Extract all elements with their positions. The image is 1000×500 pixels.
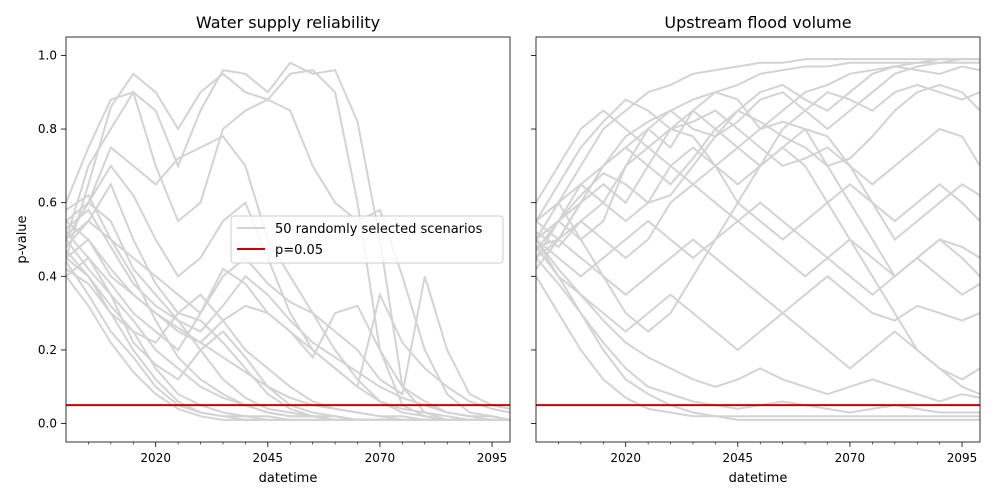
- x-tick-label: 2020: [140, 451, 171, 465]
- scenario-line: [536, 61, 980, 270]
- panel-water-supply-reliability: Water supply reliability datetime p-valu…: [15, 13, 511, 486]
- panel-upstream-flood-volume: Upstream flood volume datetime 2020 2045 2…: [531, 13, 981, 486]
- scenario-line: [66, 219, 510, 410]
- scenario-line: [66, 164, 510, 421]
- y-axis-label-water-supply: p-value: [15, 215, 30, 263]
- series-group-water-supply: [66, 61, 510, 421]
- y-tick-label: 1.0: [38, 48, 57, 62]
- chart-title-upstream-flood: Upstream flood volume: [664, 13, 851, 32]
- x-ticks-water-supply: 2020 2045 2070 2095: [88, 442, 507, 465]
- legend-box: [230, 215, 504, 264]
- x-ticks-upstream-flood: 2020 2045 2070 2095: [558, 442, 977, 465]
- scenario-line: [536, 58, 980, 241]
- y-ticks-water-supply: 0.0 0.2 0.4 0.6 0.8 1.0: [38, 48, 66, 431]
- scenario-line: [536, 83, 980, 248]
- x-tick-label: 2020: [610, 451, 641, 465]
- x-tick-label: 2070: [835, 451, 866, 465]
- scenario-line: [536, 109, 980, 278]
- scenario-line: [536, 246, 980, 381]
- scenario-line: [536, 98, 980, 242]
- scenario-line: [66, 256, 510, 421]
- x-tick-label: 2045: [253, 451, 284, 465]
- y-tick-label: 0.6: [38, 196, 57, 210]
- x-tick-label: 2095: [947, 451, 978, 465]
- scenario-line: [536, 58, 980, 252]
- y-ticks-upstream-flood: [531, 55, 536, 424]
- legend: 50 randomly selected scenarios p=0.05: [230, 215, 504, 264]
- axes-frame-upstream-flood: [535, 36, 981, 443]
- chart-title-water-supply: Water supply reliability: [196, 13, 380, 32]
- y-tick-label: 0.4: [38, 269, 57, 283]
- scenario-line: [536, 146, 980, 241]
- scenario-line: [66, 61, 510, 421]
- axes-frame-water-supply: [65, 36, 511, 443]
- series-group-upstream-flood: [536, 58, 980, 421]
- legend-label-threshold: p=0.05: [275, 243, 323, 258]
- x-axis-label-upstream-flood: datetime: [729, 471, 788, 486]
- scenario-line: [536, 146, 980, 396]
- x-tick-label: 2070: [365, 451, 396, 465]
- legend-label-scenarios: 50 randomly selected scenarios: [275, 222, 483, 237]
- scenario-line: [66, 208, 510, 421]
- x-tick-label: 2045: [723, 451, 754, 465]
- y-tick-label: 0.8: [38, 122, 57, 136]
- scenario-line: [66, 135, 510, 421]
- scenario-line: [536, 238, 980, 421]
- x-axis-label-water-supply: datetime: [259, 471, 318, 486]
- scenario-line: [536, 275, 980, 418]
- scenario-line: [536, 220, 980, 322]
- scenario-line: [536, 238, 980, 403]
- y-tick-label: 0.0: [38, 417, 57, 431]
- scenario-line: [66, 275, 510, 421]
- y-tick-label: 0.2: [38, 343, 57, 357]
- x-tick-label: 2095: [477, 451, 508, 465]
